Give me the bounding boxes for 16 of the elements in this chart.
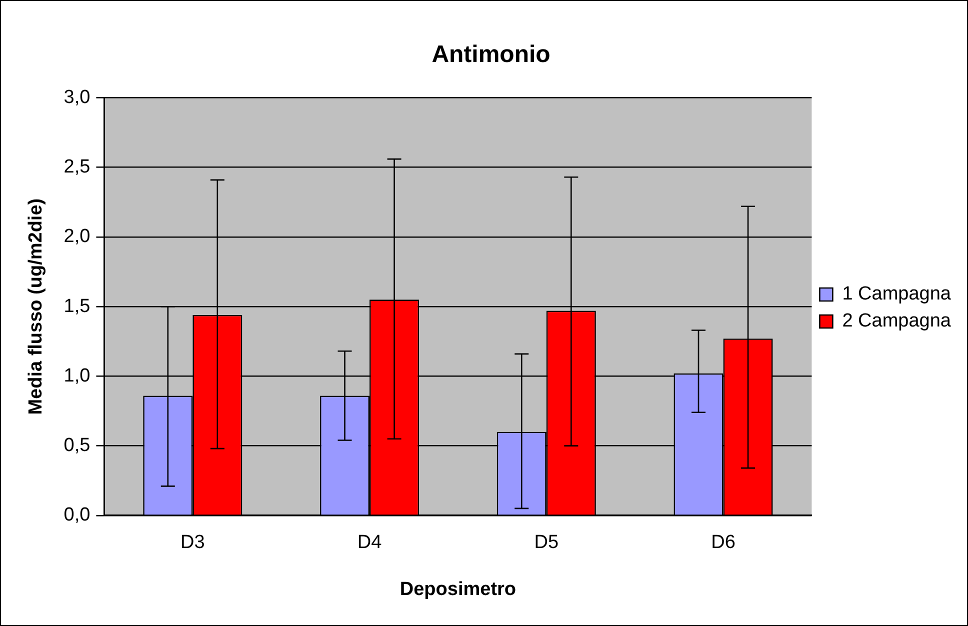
x-axis-title: Deposimetro	[400, 578, 516, 600]
y-tick-label: 1,0	[64, 365, 90, 386]
legend-label: 2 Campagna	[842, 310, 952, 332]
y-tick-label: 2,5	[64, 156, 90, 178]
y-tick-label: 2,0	[64, 226, 90, 248]
x-tick-label: D5	[534, 532, 559, 554]
x-tick-label: D4	[357, 532, 382, 554]
y-tick-label: 3,0	[64, 87, 90, 108]
y-tick-label: 1,5	[64, 296, 90, 317]
x-tick-label: D6	[711, 532, 736, 554]
y-axis-title: Media flusso (ug/m2die)	[26, 198, 47, 415]
legend-label: 1 Campagna	[842, 284, 952, 305]
chart-title: Antimonio	[432, 41, 550, 68]
y-tick-label: 0,5	[64, 435, 90, 456]
y-tick-label: 0,0	[64, 504, 90, 526]
x-tick-label: D3	[180, 532, 205, 554]
